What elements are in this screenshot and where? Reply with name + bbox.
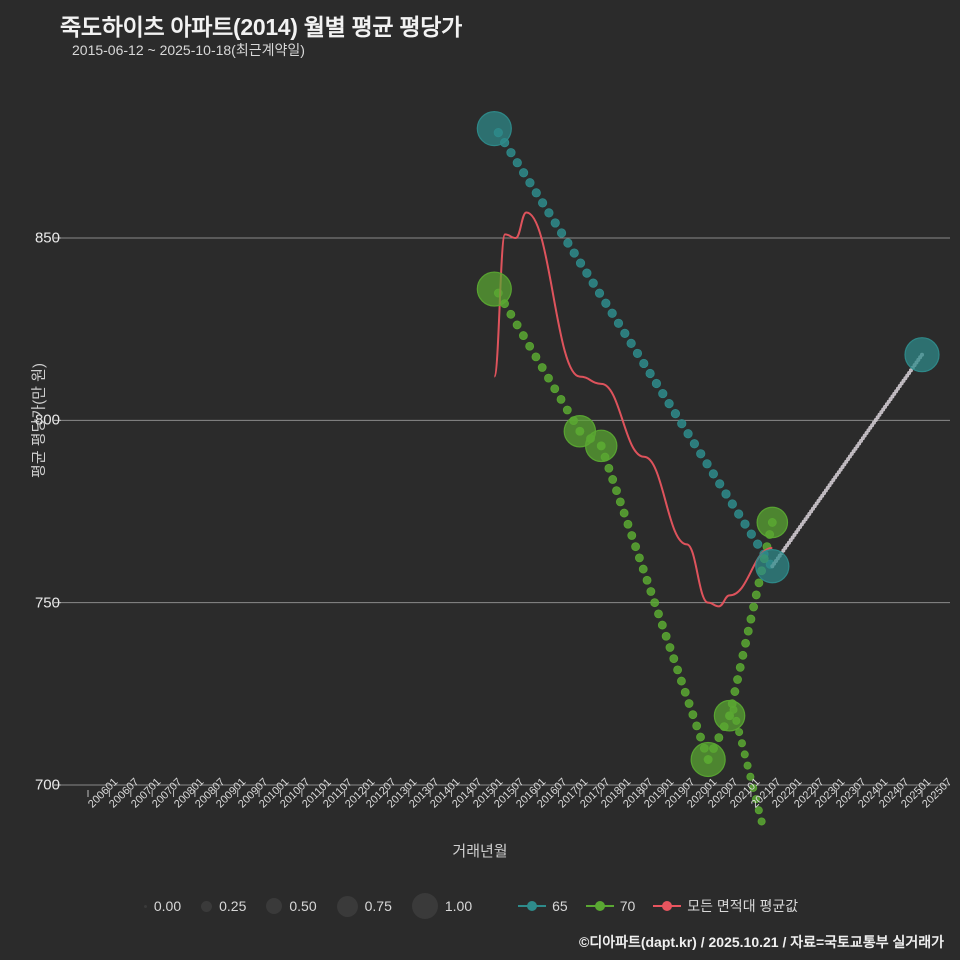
legend-series: 65 70 모든 면적대 평균값 bbox=[518, 896, 816, 916]
legend-size-scale: 0.00 0.25 0.50 0.75 1.00 bbox=[143, 893, 492, 919]
data-point-70[interactable] bbox=[690, 741, 726, 778]
legend-series-label: 65 bbox=[552, 898, 568, 914]
legend-series-item[interactable]: 모든 면적대 평균값 bbox=[653, 896, 798, 916]
data-point-65[interactable] bbox=[476, 111, 512, 147]
legend-size-label: 0.25 bbox=[219, 898, 247, 914]
y-tick-label: 850 bbox=[34, 229, 60, 247]
legend-series-label: 70 bbox=[619, 898, 636, 914]
legend-size-label: 1.00 bbox=[444, 898, 473, 914]
legend-size-dot bbox=[266, 898, 283, 914]
legend-size-dot bbox=[143, 904, 147, 908]
page-title: 죽도하이츠 아파트(2014) 월별 평균 평당가 bbox=[60, 14, 462, 40]
legend-size-item: 0.75 bbox=[336, 895, 392, 917]
data-point-70[interactable] bbox=[584, 429, 618, 463]
chart-legend: 0.00 0.25 0.50 0.75 1.00 65 70 모든 면적대 평균값 bbox=[0, 893, 960, 919]
legend-size-item: 0.50 bbox=[266, 898, 317, 914]
page-subtitle: 2015-06-12 ~ 2025-10-18(최근계약일) bbox=[72, 42, 305, 58]
legend-size-item: 0.25 bbox=[201, 898, 246, 914]
legend-size-item: 0.00 bbox=[143, 898, 182, 914]
legend-size-dot bbox=[336, 895, 358, 917]
x-axis-label: 거래년월 bbox=[452, 843, 508, 860]
legend-series-label: 모든 면적대 평균값 bbox=[687, 898, 799, 914]
legend-size-label: 0.50 bbox=[289, 898, 317, 914]
legend-size-label: 0.00 bbox=[153, 898, 182, 914]
legend-size-dot bbox=[411, 893, 438, 919]
data-point-65[interactable] bbox=[904, 337, 940, 373]
data-point-65[interactable] bbox=[755, 549, 790, 584]
legend-size-label: 0.75 bbox=[364, 898, 392, 914]
data-point-70[interactable] bbox=[713, 699, 746, 732]
legend-series-swatch bbox=[518, 901, 547, 911]
y-axis-label: 평균 평당가(만 원) bbox=[30, 363, 48, 478]
data-point-70[interactable] bbox=[756, 506, 789, 539]
y-tick-label: 800 bbox=[34, 411, 60, 429]
y-tick-label: 700 bbox=[34, 776, 60, 794]
data-point-70[interactable] bbox=[476, 271, 512, 307]
footer-credit: ©디아파트(dapt.kr) / 2025.10.21 / 자료=국토교통부 실… bbox=[579, 934, 944, 950]
legend-series-swatch bbox=[653, 901, 682, 911]
legend-series-item[interactable]: 65 bbox=[518, 898, 568, 914]
legend-series-swatch bbox=[585, 901, 614, 911]
legend-series-item[interactable]: 70 bbox=[585, 898, 636, 914]
y-tick-label: 750 bbox=[34, 594, 60, 612]
legend-size-dot bbox=[201, 900, 213, 912]
legend-size-item: 1.00 bbox=[411, 893, 473, 919]
